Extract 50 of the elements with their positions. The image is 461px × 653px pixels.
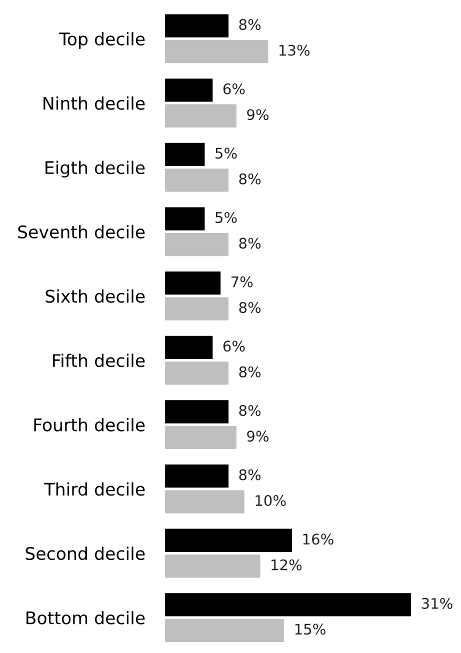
- data-label: 8%: [239, 404, 261, 416]
- y-tick-label: Top decile: [59, 32, 145, 49]
- data-label: 6%: [223, 340, 245, 352]
- bar: [165, 400, 229, 424]
- y-tick-label: Sixth decile: [46, 289, 145, 303]
- data-label: 6%: [223, 83, 245, 94]
- bar: [165, 14, 229, 38]
- data-label: 13%: [280, 44, 310, 56]
- bar: [165, 78, 213, 102]
- data-label: 8%: [239, 173, 261, 184]
- y-tick-label: Second decile: [26, 546, 145, 560]
- data-label: 15%: [295, 624, 326, 635]
- bar: [165, 232, 229, 256]
- bar: [165, 207, 205, 230]
- bar: [165, 104, 236, 128]
- data-label: 9%: [247, 430, 269, 442]
- bar: [165, 336, 213, 360]
- bar: [165, 40, 268, 64]
- bar: [165, 490, 244, 514]
- data-label: 16%: [303, 534, 334, 545]
- data-label: 12%: [272, 559, 302, 570]
- bar: [165, 426, 236, 450]
- bar: [165, 528, 292, 552]
- bar: [165, 554, 260, 578]
- bar: [165, 142, 205, 166]
- y-tick-label: Eigth decile: [46, 160, 145, 178]
- bar: [165, 168, 229, 192]
- y-tick-label: Fourth decile: [34, 418, 145, 432]
- data-label: 8%: [239, 302, 261, 314]
- data-label: 8%: [239, 469, 261, 480]
- data-label: 5%: [216, 212, 237, 224]
- data-label: 31%: [422, 598, 452, 609]
- bar: [165, 593, 412, 616]
- data-label: 8%: [239, 19, 261, 30]
- data-label: 9%: [247, 109, 269, 120]
- y-tick-label: Seventh decile: [18, 225, 145, 238]
- data-label: 8%: [239, 238, 261, 249]
- bar: [165, 297, 229, 320]
- data-label: 8%: [239, 366, 261, 378]
- bar: [165, 618, 284, 642]
- data-label: 7%: [232, 276, 253, 288]
- bar: [165, 362, 229, 385]
- bar: [165, 464, 229, 488]
- bar: [165, 272, 221, 295]
- y-tick-label: Ninth decile: [44, 96, 145, 110]
- y-tick-label: Third decile: [44, 482, 145, 496]
- data-label: 10%: [256, 495, 286, 506]
- data-label: 5%: [216, 148, 237, 159]
- y-tick-label: Bottom decile: [26, 610, 145, 624]
- y-tick-label: Fifth decile: [53, 354, 145, 368]
